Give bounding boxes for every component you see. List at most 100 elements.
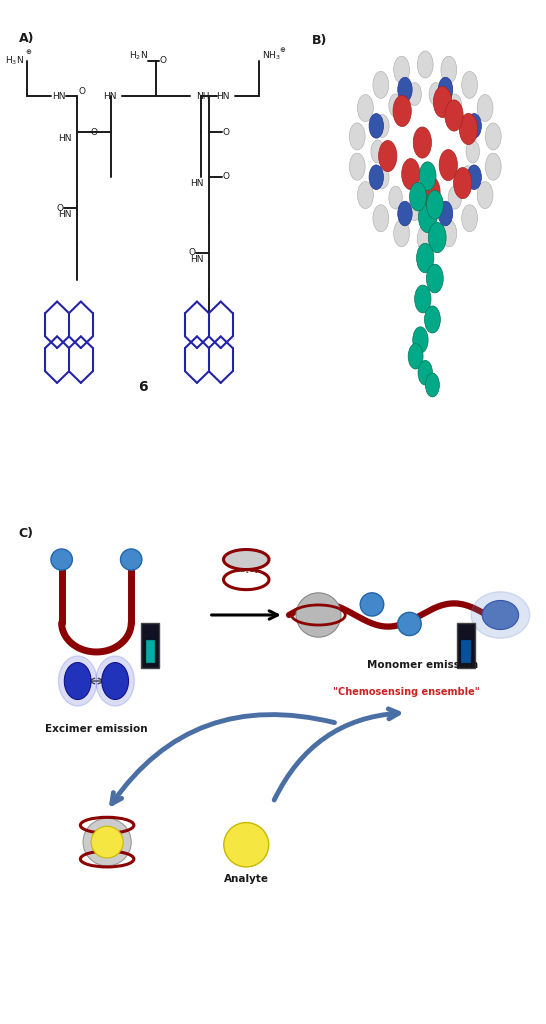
Circle shape — [389, 94, 402, 117]
Circle shape — [417, 51, 433, 78]
Circle shape — [397, 77, 412, 101]
Circle shape — [438, 77, 453, 101]
Circle shape — [358, 181, 373, 209]
Circle shape — [394, 56, 410, 83]
Circle shape — [461, 166, 475, 188]
Circle shape — [376, 115, 389, 137]
Text: O: O — [159, 56, 166, 66]
Circle shape — [441, 56, 457, 83]
Circle shape — [376, 166, 389, 188]
Text: +: + — [58, 555, 66, 564]
Text: A): A) — [19, 32, 34, 45]
Circle shape — [485, 154, 501, 180]
Text: Excimer emission: Excimer emission — [45, 724, 148, 733]
Text: +: + — [127, 555, 135, 564]
Circle shape — [445, 100, 463, 131]
Text: HN: HN — [190, 255, 204, 264]
Circle shape — [462, 205, 478, 231]
Text: CB[8]: CB[8] — [234, 564, 258, 573]
Text: HN: HN — [52, 92, 65, 101]
FancyBboxPatch shape — [456, 623, 474, 668]
Circle shape — [485, 123, 501, 150]
Text: O: O — [188, 249, 195, 257]
Circle shape — [349, 123, 365, 150]
Circle shape — [454, 168, 472, 199]
Text: Monomer emission: Monomer emission — [367, 660, 478, 670]
Circle shape — [378, 140, 397, 172]
Text: HN: HN — [190, 179, 204, 188]
Circle shape — [418, 202, 437, 232]
Circle shape — [429, 222, 446, 253]
Text: HN: HN — [58, 210, 72, 219]
Text: H$_2$N: H$_2$N — [129, 50, 148, 62]
Circle shape — [413, 327, 428, 353]
Circle shape — [83, 818, 131, 866]
Ellipse shape — [102, 663, 128, 699]
Circle shape — [369, 165, 383, 189]
Circle shape — [410, 182, 426, 211]
Ellipse shape — [64, 663, 91, 699]
Circle shape — [393, 95, 411, 127]
Circle shape — [425, 373, 440, 397]
Text: O: O — [79, 87, 86, 96]
FancyBboxPatch shape — [460, 639, 471, 663]
Text: B): B) — [312, 35, 328, 47]
Circle shape — [462, 72, 478, 98]
Circle shape — [467, 165, 482, 189]
Text: HN: HN — [216, 92, 230, 101]
Text: HN: HN — [103, 92, 116, 101]
Ellipse shape — [96, 656, 134, 707]
FancyBboxPatch shape — [141, 623, 159, 668]
Text: NH: NH — [195, 92, 209, 101]
Circle shape — [424, 306, 441, 333]
Text: Analyte: Analyte — [224, 874, 269, 884]
Circle shape — [51, 549, 72, 570]
Circle shape — [477, 181, 493, 209]
Circle shape — [402, 159, 420, 189]
Circle shape — [389, 186, 402, 209]
Circle shape — [408, 83, 422, 105]
Text: $\oplus$: $\oplus$ — [279, 45, 286, 54]
Text: H$_3$N: H$_3$N — [5, 54, 24, 67]
Circle shape — [448, 186, 461, 209]
Text: +: + — [406, 620, 413, 629]
Circle shape — [408, 198, 422, 220]
Circle shape — [419, 162, 436, 190]
Text: $\oplus$: $\oplus$ — [25, 47, 32, 56]
Text: C): C) — [19, 526, 34, 540]
Circle shape — [349, 154, 365, 180]
Circle shape — [477, 94, 493, 122]
Circle shape — [414, 285, 431, 313]
Circle shape — [121, 549, 142, 570]
Circle shape — [408, 344, 423, 369]
Circle shape — [448, 94, 461, 117]
Circle shape — [438, 202, 453, 226]
Text: O: O — [223, 172, 229, 181]
Circle shape — [429, 83, 443, 105]
Circle shape — [224, 822, 269, 867]
Text: "Chemosensing ensemble": "Chemosensing ensemble" — [334, 686, 480, 696]
Circle shape — [360, 593, 384, 616]
Circle shape — [461, 115, 475, 137]
Text: 6: 6 — [138, 380, 147, 394]
Circle shape — [373, 72, 389, 98]
Circle shape — [417, 225, 433, 252]
Circle shape — [358, 94, 373, 122]
Ellipse shape — [471, 592, 530, 638]
Circle shape — [439, 150, 458, 180]
Circle shape — [459, 114, 478, 144]
Text: O: O — [223, 128, 229, 136]
Circle shape — [467, 114, 482, 138]
Circle shape — [441, 220, 457, 247]
Text: O: O — [56, 204, 63, 213]
Text: +: + — [369, 600, 376, 609]
Circle shape — [371, 140, 384, 163]
Circle shape — [91, 826, 123, 858]
Circle shape — [434, 86, 452, 118]
Circle shape — [397, 612, 421, 636]
Circle shape — [466, 140, 479, 163]
Circle shape — [426, 264, 443, 293]
Text: O: O — [91, 128, 98, 136]
Circle shape — [418, 360, 432, 385]
Circle shape — [394, 220, 410, 247]
